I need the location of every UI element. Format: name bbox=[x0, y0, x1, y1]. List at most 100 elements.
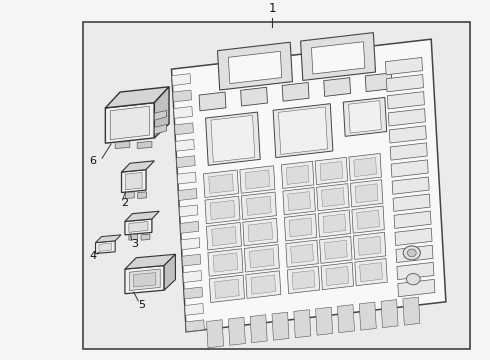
Polygon shape bbox=[251, 275, 275, 294]
Polygon shape bbox=[96, 241, 115, 253]
Polygon shape bbox=[284, 214, 317, 241]
Polygon shape bbox=[125, 192, 134, 198]
Polygon shape bbox=[125, 172, 142, 190]
Polygon shape bbox=[273, 104, 333, 158]
Polygon shape bbox=[207, 320, 223, 348]
Polygon shape bbox=[110, 106, 149, 140]
Polygon shape bbox=[122, 161, 154, 172]
Polygon shape bbox=[323, 214, 346, 233]
Polygon shape bbox=[350, 180, 383, 207]
Polygon shape bbox=[353, 232, 386, 260]
Polygon shape bbox=[357, 210, 379, 229]
Polygon shape bbox=[287, 266, 320, 293]
Ellipse shape bbox=[407, 249, 416, 257]
Polygon shape bbox=[288, 192, 311, 211]
Polygon shape bbox=[179, 205, 198, 217]
Polygon shape bbox=[99, 243, 112, 251]
Polygon shape bbox=[243, 218, 278, 246]
Ellipse shape bbox=[403, 246, 420, 260]
Polygon shape bbox=[115, 141, 130, 148]
Polygon shape bbox=[176, 156, 195, 168]
Text: 6: 6 bbox=[90, 156, 97, 166]
Polygon shape bbox=[175, 139, 194, 151]
Polygon shape bbox=[208, 249, 243, 276]
Polygon shape bbox=[289, 218, 312, 237]
Polygon shape bbox=[358, 237, 381, 255]
Polygon shape bbox=[359, 302, 376, 330]
Polygon shape bbox=[213, 253, 238, 272]
Polygon shape bbox=[105, 103, 154, 143]
Polygon shape bbox=[397, 262, 434, 280]
Polygon shape bbox=[154, 87, 169, 138]
Polygon shape bbox=[300, 33, 375, 80]
Polygon shape bbox=[129, 221, 148, 232]
Polygon shape bbox=[403, 297, 420, 325]
Polygon shape bbox=[386, 58, 422, 75]
Polygon shape bbox=[318, 210, 350, 237]
Polygon shape bbox=[316, 307, 333, 335]
Polygon shape bbox=[183, 271, 201, 283]
Polygon shape bbox=[282, 82, 309, 101]
Polygon shape bbox=[246, 196, 271, 215]
Ellipse shape bbox=[406, 274, 420, 285]
Polygon shape bbox=[210, 200, 235, 220]
Polygon shape bbox=[398, 279, 435, 297]
Polygon shape bbox=[241, 192, 276, 220]
Polygon shape bbox=[129, 269, 160, 291]
Polygon shape bbox=[248, 222, 272, 242]
Polygon shape bbox=[381, 300, 398, 328]
Polygon shape bbox=[355, 184, 378, 203]
Polygon shape bbox=[321, 188, 344, 207]
Polygon shape bbox=[218, 42, 293, 90]
Polygon shape bbox=[241, 87, 268, 106]
Polygon shape bbox=[349, 153, 381, 181]
Polygon shape bbox=[387, 91, 424, 109]
Polygon shape bbox=[343, 98, 387, 136]
Polygon shape bbox=[125, 219, 152, 235]
Polygon shape bbox=[286, 165, 309, 184]
Polygon shape bbox=[278, 107, 327, 154]
Polygon shape bbox=[338, 305, 354, 333]
Polygon shape bbox=[181, 238, 200, 250]
Polygon shape bbox=[129, 234, 138, 240]
Polygon shape bbox=[390, 143, 427, 160]
Polygon shape bbox=[125, 266, 164, 294]
Polygon shape bbox=[292, 270, 315, 289]
Polygon shape bbox=[352, 206, 384, 233]
Polygon shape bbox=[392, 177, 429, 194]
Polygon shape bbox=[394, 211, 431, 229]
Text: 3: 3 bbox=[131, 239, 138, 249]
Polygon shape bbox=[185, 303, 203, 315]
Polygon shape bbox=[206, 222, 242, 250]
Polygon shape bbox=[199, 92, 226, 111]
Polygon shape bbox=[240, 166, 275, 193]
Polygon shape bbox=[365, 73, 392, 92]
Polygon shape bbox=[291, 244, 314, 263]
Polygon shape bbox=[205, 196, 240, 224]
Polygon shape bbox=[326, 266, 349, 285]
Polygon shape bbox=[272, 312, 289, 340]
Polygon shape bbox=[154, 125, 167, 134]
Polygon shape bbox=[324, 240, 347, 259]
Text: 5: 5 bbox=[139, 300, 146, 310]
Polygon shape bbox=[96, 235, 121, 243]
Polygon shape bbox=[389, 126, 426, 143]
Bar bbox=[83, 22, 470, 350]
Polygon shape bbox=[173, 90, 192, 102]
Polygon shape bbox=[360, 262, 382, 282]
Polygon shape bbox=[172, 39, 446, 332]
Polygon shape bbox=[186, 320, 204, 332]
Polygon shape bbox=[320, 161, 343, 180]
Polygon shape bbox=[172, 73, 191, 86]
Polygon shape bbox=[203, 170, 239, 198]
Polygon shape bbox=[228, 51, 282, 84]
Polygon shape bbox=[125, 211, 159, 221]
Polygon shape bbox=[348, 101, 381, 133]
Polygon shape bbox=[122, 170, 146, 193]
Polygon shape bbox=[321, 262, 354, 290]
Polygon shape bbox=[244, 244, 279, 272]
Text: 1: 1 bbox=[268, 1, 276, 14]
Polygon shape bbox=[212, 226, 236, 246]
Polygon shape bbox=[250, 315, 267, 343]
Polygon shape bbox=[245, 170, 270, 189]
